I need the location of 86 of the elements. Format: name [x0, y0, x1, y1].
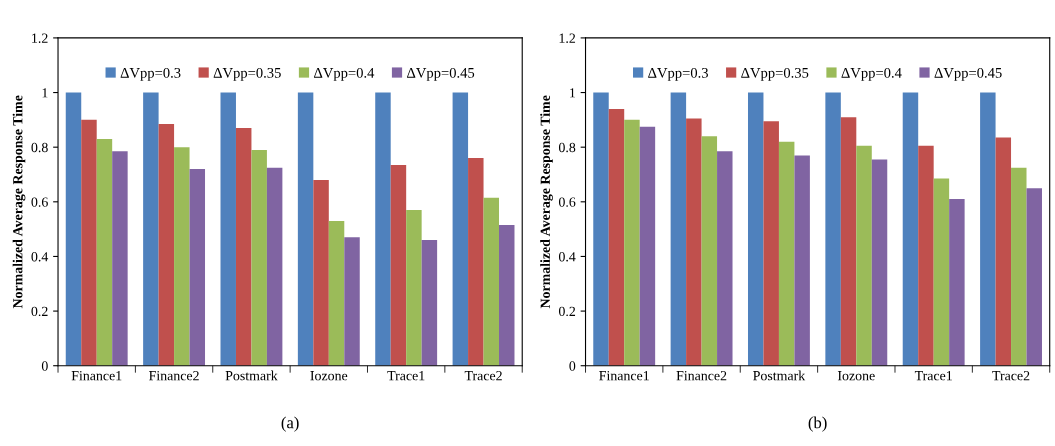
bar: [670, 92, 687, 366]
bar: [980, 92, 996, 366]
legend-label: ΔVpp=0.4: [841, 67, 902, 81]
bar: [81, 119, 97, 366]
bar: [452, 92, 469, 366]
bar: [717, 151, 733, 366]
text: (a): [281, 416, 299, 432]
bar: [1026, 188, 1042, 366]
x-tick-label: Finance2: [676, 371, 727, 381]
x-tick-label: Trace1: [387, 371, 425, 381]
x-tick-label: Finance1: [599, 371, 649, 381]
bar: [468, 158, 484, 366]
y-tick-label: 0.6: [31, 197, 48, 207]
bar: [499, 225, 515, 366]
bar: [96, 138, 113, 366]
bar: [220, 92, 236, 366]
bar: [344, 237, 360, 366]
bar: [995, 137, 1012, 366]
y-tick-label: 1.2: [559, 33, 576, 43]
bar: [235, 128, 252, 366]
x-tick-label: Finance2: [149, 371, 199, 381]
bar: [933, 178, 950, 366]
bar: [313, 179, 329, 366]
y-tick-label: 1: [570, 88, 575, 98]
y-tick-label: 0: [41, 361, 48, 371]
y-tick-label: 0.8: [558, 142, 576, 153]
y-tick-label: 0.6: [558, 197, 576, 207]
bar: [266, 167, 283, 366]
bar: [158, 123, 175, 366]
x-tick-label: Iozone: [310, 371, 348, 381]
y-tick-label: 0: [569, 361, 576, 371]
legend-label: ΔVpp=0.3: [648, 67, 708, 81]
y-tick-label: 1: [42, 88, 48, 98]
bar: [624, 119, 640, 366]
y-axis-title: Normalized Average Response Time: [12, 95, 26, 309]
bar: [902, 92, 919, 366]
bar: [174, 147, 190, 366]
legend-label: ΔVpp=0.4: [314, 67, 375, 81]
y-tick-label: 1.2: [32, 33, 48, 43]
bar: [297, 92, 314, 366]
text: (b): [808, 416, 827, 432]
bar: [593, 92, 609, 366]
legend-label: ΔVpp=0.45: [407, 67, 475, 81]
bar: [794, 155, 810, 366]
y-tick-label: 0.4: [31, 252, 49, 262]
legend-label: ΔVpp=0.3: [120, 67, 181, 81]
bar: [856, 145, 872, 366]
legend-label: ΔVpp=0.35: [741, 67, 809, 81]
bar: [483, 197, 500, 366]
bar: [639, 126, 656, 366]
bar: [421, 240, 438, 366]
y-tick-label: 0.8: [31, 142, 48, 153]
bar: [189, 169, 206, 366]
bar: [143, 92, 159, 366]
x-tick-label: Trace1: [914, 371, 952, 381]
bar: [825, 92, 841, 366]
bar: [328, 220, 345, 366]
bar: [390, 164, 407, 366]
y-tick-label: 0.2: [558, 306, 576, 317]
bar: [375, 92, 391, 366]
bar: [840, 117, 857, 366]
bar: [406, 210, 422, 366]
bar: [608, 108, 625, 366]
x-tick-label: Finance1: [71, 371, 122, 381]
bar: [871, 159, 888, 366]
y-axis-title: Normalized Average Response Time: [540, 95, 553, 309]
x-tick-label: Trace2: [464, 371, 502, 381]
bar: [1011, 167, 1027, 366]
bar: [701, 136, 718, 366]
bar: [686, 118, 702, 366]
bar: [949, 199, 965, 366]
bar: [748, 92, 764, 366]
y-tick-label: 0.2: [31, 306, 48, 317]
bar: [778, 141, 795, 366]
x-tick-label: Postmark: [753, 370, 806, 381]
legend-label: ΔVpp=0.35: [213, 67, 281, 81]
bar: [65, 92, 82, 366]
bar: [918, 145, 934, 366]
y-tick-label: 0.4: [558, 252, 576, 262]
legend-label: ΔVpp=0.45: [934, 67, 1002, 81]
bar: [251, 149, 267, 366]
x-tick-label: Postmark: [225, 370, 278, 381]
bar: [763, 121, 779, 366]
x-tick-label: Iozone: [837, 371, 875, 381]
bar: [112, 151, 128, 366]
x-tick-label: Trace2: [992, 371, 1030, 381]
